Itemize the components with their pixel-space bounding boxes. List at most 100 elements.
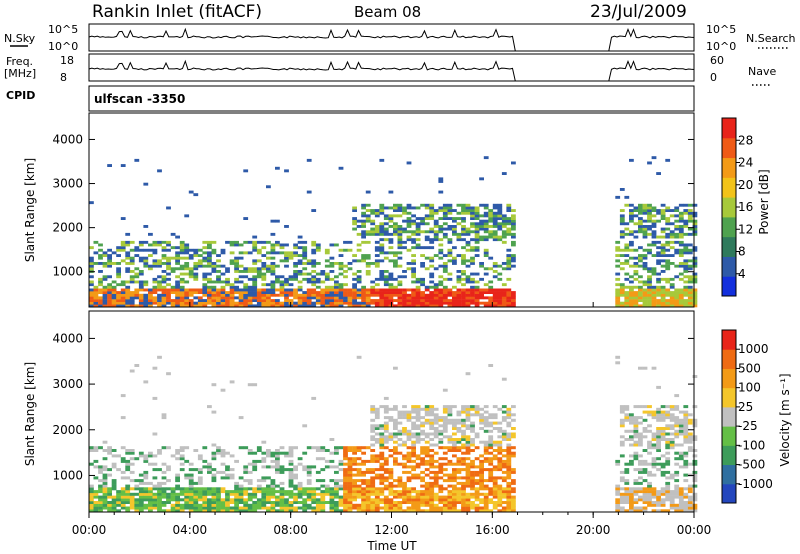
heatmap-cell [143,293,149,297]
heatmap-cell [624,285,630,289]
heatmap-cell [388,238,394,242]
heatmap-cell [656,457,661,461]
heatmap-cell [433,479,439,483]
heatmap-cell [683,209,689,212]
heatmap-cell [279,465,285,469]
heatmap-cell [297,487,303,491]
heatmap-cell [247,383,253,387]
heatmap-cell [438,457,444,461]
heatmap-cell [324,272,330,276]
heatmap-cell [148,498,153,502]
heatmap-cell [324,293,330,297]
heatmap-cell [479,509,484,513]
heatmap-cell [311,270,317,273]
heatmap-cell [452,227,457,231]
heatmap-cell [383,506,389,510]
heatmap-cell [270,272,276,276]
heatmap-cell [252,291,258,294]
heatmap-cell [388,438,394,441]
heatmap-cell [225,304,230,308]
heatmap-cell [497,465,503,469]
heatmap-cell [247,487,253,491]
heatmap-cell [152,366,158,370]
heatmap-cell [424,214,430,218]
heatmap-cell [388,285,394,289]
heatmap-cell [138,454,144,458]
heatmap-cell [288,446,294,450]
heatmap-cell [138,509,144,513]
heatmap-cell [216,501,221,504]
heatmap-cell [683,427,689,430]
heatmap-cell [411,476,416,480]
heatmap-cell [465,479,471,483]
heatmap-cell [483,291,489,294]
heatmap-cell [638,280,643,284]
heatmap-cell [488,296,494,300]
heatmap-cell [352,459,357,463]
heatmap-cell [175,288,180,292]
heatmap-cell [197,291,203,294]
heatmap-cell [334,470,339,474]
heatmap-cell [638,217,643,220]
heatmap-cell [152,248,158,252]
heatmap-cell [456,462,462,466]
heatmap-cell [252,495,258,499]
heatmap-cell [111,479,117,483]
heatmap-cell [452,498,457,502]
heatmap-cell [229,380,235,384]
heatmap-cell [461,304,466,308]
heatmap-cell [306,490,312,494]
heatmap-cell [166,206,171,210]
heatmap-cell [406,490,412,494]
heatmap-cell [225,296,230,300]
heatmap-cell [411,259,416,263]
heatmap-cell [474,272,480,276]
heatmap-cell [442,427,448,430]
heatmap-cell [93,304,99,308]
heatmap-cell [483,254,489,257]
heatmap-cell [152,251,158,255]
heatmap-cell [438,429,444,433]
heatmap-cell [415,243,421,247]
heatmap-cell [379,487,385,491]
heatmap-cell [393,230,398,234]
heatmap-cell [615,503,621,507]
heatmap-cell [315,457,321,461]
heatmap-cell [501,418,507,422]
heatmap-cell [678,503,684,507]
heatmap-cell [374,262,380,265]
heatmap-cell [125,293,131,297]
colorbar-swatch [722,464,736,485]
heatmap-cell [379,211,385,215]
heatmap-cell [220,451,226,455]
heatmap-cell [619,424,625,428]
heatmap-cell [234,277,239,281]
heatmap-cell [483,429,489,433]
heatmap-cell [143,240,149,244]
heatmap-cell [633,432,639,436]
heatmap-cell [197,301,203,305]
heatmap-cell [152,506,158,510]
heatmap-cell [338,267,344,271]
heatmap-cell [216,293,221,297]
heatmap-cell [420,462,425,466]
heatmap-cell [647,487,652,491]
heatmap-cell [270,501,276,504]
heatmap-cell [397,296,403,300]
heatmap-cell [506,301,512,305]
heatmap-cell [442,405,448,409]
heatmap-cell [406,501,412,504]
heatmap-cell [619,285,625,289]
heatmap-cell [352,219,357,223]
heatmap-cell [506,501,512,504]
heatmap-cell [243,446,249,450]
heatmap-cell [656,416,661,420]
heatmap-cell [116,509,121,513]
heatmap-cell [211,457,217,461]
heatmap-cell [678,432,684,436]
heatmap-cell [229,288,235,292]
heatmap-cell [93,291,99,294]
heatmap-cell [687,264,693,268]
heatmap-cell [642,501,648,504]
heatmap-cell [284,254,289,257]
